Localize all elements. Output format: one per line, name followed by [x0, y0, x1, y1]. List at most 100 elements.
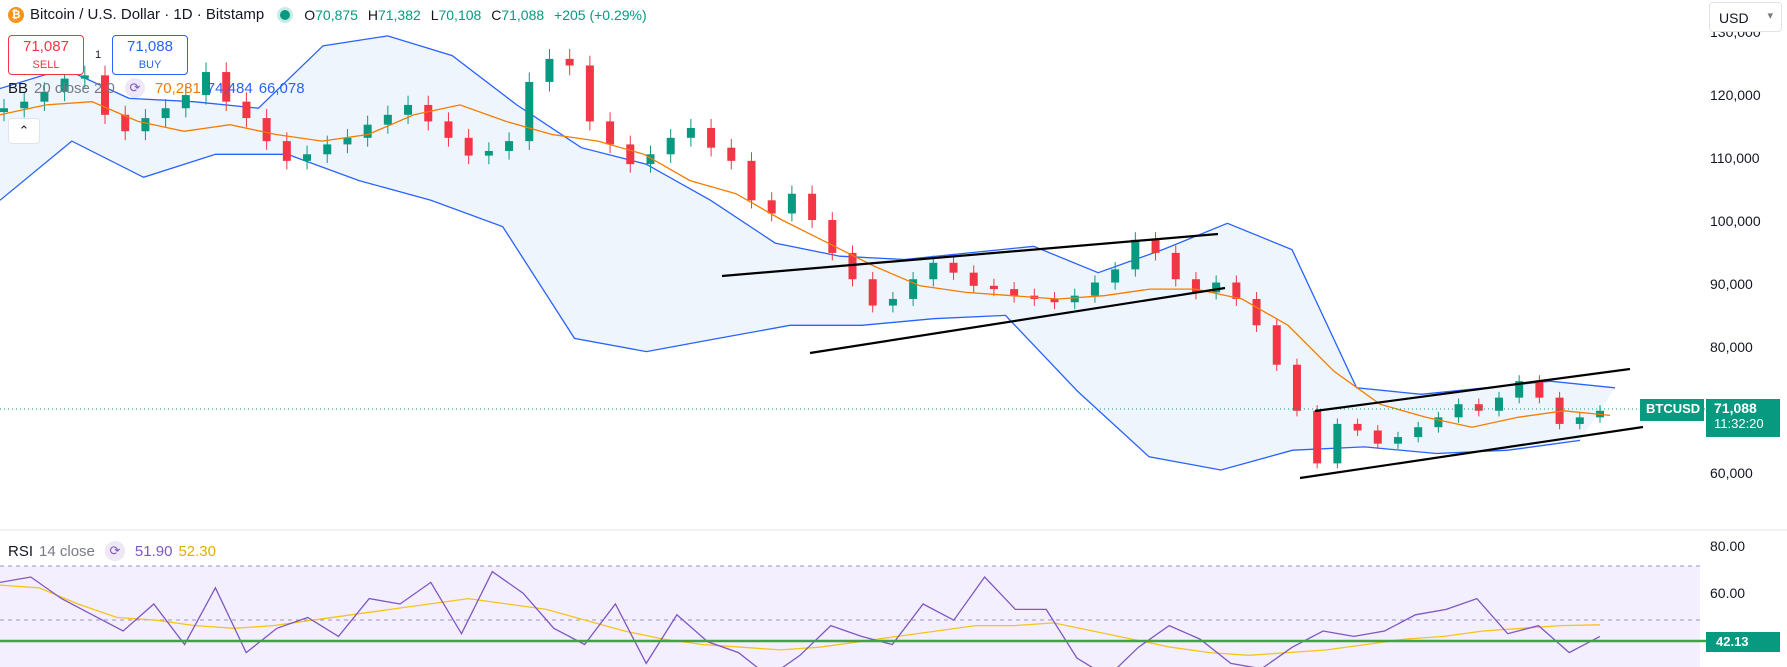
candle-body: [242, 101, 251, 119]
bb-upper-line: [0, 35, 1616, 395]
refresh-icon[interactable]: ⟳: [124, 78, 145, 98]
refresh-icon[interactable]: ⟳: [104, 541, 125, 561]
candle-body: [646, 154, 655, 165]
candle-body: [0, 108, 8, 113]
buy-label: BUY: [138, 59, 162, 71]
bb-upper-value: 74,484: [206, 79, 253, 97]
market-open-icon: [280, 9, 291, 20]
last-price-tag: 71,088 11:32:20: [1706, 399, 1780, 437]
candle-body: [1353, 423, 1362, 431]
candle-body: [1575, 417, 1584, 424]
symbol-tag: BTCUSD: [1640, 399, 1704, 421]
candle-body: [202, 72, 211, 96]
candle-body: [444, 121, 453, 138]
symbol-title[interactable]: Bitcoin / U.S. Dollar · 1D · Bitstamp: [30, 6, 265, 23]
buy-price: 71,088: [127, 38, 173, 55]
candle-body: [121, 114, 130, 132]
sell-price: 71,087: [23, 38, 69, 55]
candle-body: [929, 262, 938, 280]
candle-body: [1191, 279, 1200, 293]
last-price: 71,088: [1714, 400, 1757, 416]
candle-body: [1252, 298, 1261, 326]
candle-body: [505, 141, 514, 151]
candle-body: [222, 72, 231, 102]
candle-body: [626, 144, 635, 165]
rsi-band: [0, 566, 1700, 667]
rsi-params: 14 close: [39, 542, 95, 560]
candle-body: [828, 220, 837, 253]
candle-body: [1373, 430, 1382, 444]
bb-label: BB: [8, 79, 29, 97]
bar-countdown: 11:32:20: [1714, 416, 1764, 431]
price-axis-label: 120,000: [1710, 87, 1761, 103]
candle-body: [1454, 404, 1463, 418]
candle-body: [20, 101, 29, 109]
candle-body: [1151, 239, 1160, 253]
candle-body: [989, 285, 998, 290]
candle-body: [1272, 325, 1281, 365]
rsi-value: 51.90: [134, 542, 173, 560]
candle-body: [60, 78, 69, 92]
candle-body: [1434, 417, 1443, 428]
candle-body: [888, 298, 897, 306]
ohlc-readout: O70,875 H71,382 L70,108 C71,088 +205 (+0…: [304, 6, 647, 23]
candle-body: [262, 118, 271, 142]
candle-body: [80, 75, 89, 79]
candle-body: [383, 114, 392, 125]
candle-body: [1494, 397, 1503, 411]
candle-body: [1313, 410, 1322, 464]
bb-basis-line: [0, 101, 1611, 428]
candle-body: [484, 150, 493, 156]
low-value: 70,108: [438, 6, 482, 23]
rsi-tag: 42.13: [1706, 632, 1780, 652]
candle-body: [1090, 282, 1099, 296]
candle-body: [1010, 289, 1019, 296]
candle-body: [161, 108, 170, 119]
candle-body: [363, 124, 372, 138]
candle-body: [565, 58, 574, 66]
candle-body: [343, 137, 352, 145]
candle-body: [1050, 298, 1059, 303]
candle-body: [1515, 381, 1524, 398]
bb-legend[interactable]: BB 20 close 2 0 ⟳ 70,281 74,484 66,078: [8, 78, 305, 98]
rsi-line: [0, 570, 1601, 667]
chevron-down-icon: ▾: [1767, 10, 1773, 22]
currency-select[interactable]: USD ▾: [1709, 2, 1782, 32]
price-axis-label: 110,000: [1710, 150, 1760, 166]
candle-body: [282, 141, 291, 161]
candle-body: [424, 104, 433, 122]
candle-body: [1333, 423, 1342, 464]
candle-body: [868, 279, 877, 306]
candle-body: [1131, 239, 1140, 270]
candle-body: [808, 193, 817, 221]
sell-button[interactable]: 71,087 SELL: [8, 35, 84, 75]
rsi-legend[interactable]: RSI 14 close ⟳ 51.90 52.30: [8, 541, 216, 561]
price-axis-label: 90,000: [1710, 276, 1753, 292]
buy-button[interactable]: 71,088 BUY: [112, 35, 188, 75]
candle-body: [1474, 404, 1483, 411]
candle-body: [747, 160, 756, 201]
currency-value: USD: [1719, 10, 1749, 26]
candle-body: [848, 252, 857, 280]
candle-body: [949, 262, 958, 273]
open-value: 70,875: [315, 6, 358, 23]
rsi-axis-label: 60.00: [1710, 585, 1745, 601]
candle-body: [525, 81, 534, 142]
sell-label: SELL: [32, 59, 60, 71]
rsi-ma-value: 52.30: [178, 542, 216, 560]
rsi-ma-line: [0, 584, 1601, 656]
candle-body: [1171, 252, 1180, 280]
channel-trendline: [721, 232, 1219, 278]
candle-body: [404, 104, 413, 115]
rsi-axis-label: 80.00: [1710, 538, 1745, 554]
candle-body: [767, 200, 776, 214]
channel-trendline: [809, 286, 1226, 355]
bb-basis-value: 70,281: [154, 79, 201, 97]
collapse-legend-button[interactable]: ⌃: [8, 118, 40, 144]
candle-body: [1070, 295, 1079, 303]
bb-band-fill: [0, 35, 1615, 470]
price-axis-label: 100,000: [1710, 213, 1761, 229]
candle-body: [545, 58, 554, 82]
price-axis-label: 60,000: [1710, 465, 1753, 481]
